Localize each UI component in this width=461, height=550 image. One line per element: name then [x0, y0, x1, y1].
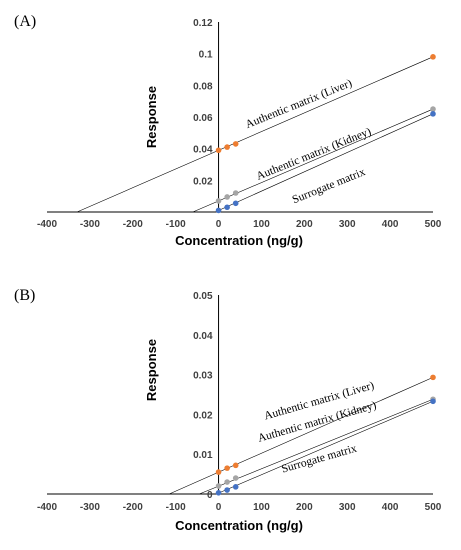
series-annotation: Authentic matrix (Liver) [244, 77, 354, 131]
x-tick-label: -200 [123, 502, 143, 513]
data-point [430, 106, 436, 112]
x-tick-label: -400 [37, 219, 57, 230]
panel-label: (B) [14, 287, 35, 304]
panel-label: (A) [14, 13, 36, 30]
x-tick-label: 500 [425, 502, 442, 513]
x-tick-label: 300 [339, 502, 356, 513]
x-tick-label: 500 [425, 219, 442, 230]
data-point [232, 462, 239, 469]
data-point [215, 469, 222, 475]
data-point [430, 111, 436, 117]
data-point [232, 190, 239, 196]
chart-panel-b: (B) 0 0.01 0.02 0.03 0.04 0.05 -400 -300 -200 -100… [14, 287, 442, 533]
data-point [224, 194, 230, 200]
data-point [430, 54, 436, 60]
data-point [224, 487, 230, 493]
x-tick-label: -300 [80, 219, 100, 230]
data-point [215, 483, 222, 489]
series-annotation: Surrogate matrix [280, 443, 358, 476]
y-tick-label: 0 [207, 490, 213, 501]
x-tick-label: -200 [123, 219, 143, 230]
x-tick-label: 300 [339, 219, 356, 230]
data-point [232, 484, 239, 490]
data-point [430, 374, 436, 381]
y-tick-label: 0.1 [199, 50, 213, 61]
y-axis-title: Response [144, 339, 159, 401]
y-axis-title: Response [144, 86, 159, 148]
y-tick-label: 0.02 [193, 410, 213, 421]
x-tick-label: 200 [296, 219, 313, 230]
x-tick-label: 100 [253, 502, 270, 513]
y-tick-label: 0.01 [193, 450, 213, 461]
y-tick-label: 0.04 [193, 145, 213, 156]
series-annotation: Surrogate matrix [291, 166, 368, 206]
y-tick-label: 0.03 [193, 371, 213, 382]
x-tick-label: -400 [37, 502, 57, 513]
data-point [232, 141, 239, 147]
data-point [215, 147, 222, 154]
trendline-1 [192, 108, 434, 213]
x-tick-label: -300 [80, 502, 100, 513]
y-tick-label: 0.05 [193, 291, 213, 302]
data-point [232, 200, 239, 207]
x-tick-label: 100 [253, 219, 270, 230]
trendline-0 [169, 377, 434, 495]
y-tick-label: 0.04 [193, 331, 213, 342]
x-axis-title: Concentration (ng/g) [175, 233, 303, 248]
y-tick-label: 0.12 [193, 18, 213, 29]
chart-panel-a: (A) 0.02 0.04 0.06 0.08 0.1 0.12 -400 -300 -200 -1… [14, 13, 442, 248]
data-point [224, 479, 230, 485]
trendline-2 [215, 113, 434, 213]
x-tick-label: 400 [382, 219, 399, 230]
x-tick-label: -100 [166, 502, 186, 513]
x-axis-title: Concentration (ng/g) [175, 518, 303, 533]
data-point [224, 465, 230, 471]
y-tick-label: 0.08 [193, 81, 213, 92]
trendline-0 [76, 56, 434, 213]
data-point [215, 207, 222, 214]
x-tick-label: 0 [216, 502, 222, 513]
data-point [430, 398, 436, 405]
data-point [224, 144, 230, 150]
x-tick-label: 200 [296, 502, 313, 513]
data-point [224, 204, 230, 211]
data-point [215, 490, 222, 496]
x-tick-label: -100 [166, 219, 186, 230]
data-point [215, 198, 222, 204]
x-tick-label: 0 [216, 219, 222, 230]
y-tick-label: 0.02 [193, 176, 213, 187]
y-tick-label: 0.06 [193, 113, 213, 124]
data-point [232, 475, 239, 481]
x-tick-label: 400 [382, 502, 399, 513]
trendline-2 [216, 400, 434, 495]
